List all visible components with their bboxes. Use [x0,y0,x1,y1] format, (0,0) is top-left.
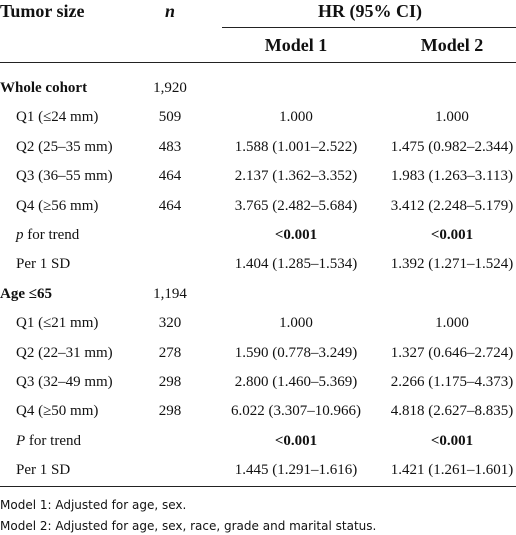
row-label: Q1 (≤21 mm) [16,315,99,332]
row-label: P for trend [16,431,81,451]
row-n: 320 [158,315,182,332]
model2-value: 1.000 [435,315,469,332]
row-label-part: for trend [27,227,80,243]
row-label: Q3 (32–49 mm) [16,374,113,390]
model2-value: 1.392 (1.271–1.524) [390,256,514,273]
header-model2: Model 2 [420,35,484,55]
section-title: Whole cohort [0,80,88,96]
model1-value: 1.445 (1.291–1.616) [234,462,358,479]
row-n: 298 [158,374,182,390]
row-label-part: P [16,432,26,449]
header-tumor-size: Tumor size [0,1,85,21]
model1-value: 1.000 [279,109,313,126]
model1-value: 1.000 [279,315,313,332]
row-label: Q1 (≤24 mm) [16,109,99,126]
model2-value: 1.983 (1.263–3.113) [391,168,513,185]
rule [222,27,516,28]
model2-value: 1.421 (1.261–1.601) [390,462,514,479]
model1-value: 2.137 (1.362–3.352) [234,168,358,185]
row-label: Per 1 SD [16,256,71,273]
model1-value: <0.001 [274,432,318,449]
model2-value: 4.818 (2.627–8.835) [390,403,514,420]
model2-value: <0.001 [430,432,474,449]
row-label: p for trend [16,225,79,245]
header-hr: HR (95% CI) [318,1,422,21]
row-label: Q3 (36–55 mm) [16,168,113,185]
section-title: Age ≤65 [0,285,52,302]
footnote: Model 1: Adjusted for age, sex. [0,498,187,512]
rule [0,62,516,63]
row-label-part: p [16,227,24,243]
model1-value: 1.404 (1.285–1.534) [234,256,358,273]
model2-value: 1.475 (0.982–2.344) [390,138,514,155]
row-n: 464 [158,197,182,214]
model2-value: 1.327 (0.646–2.724) [390,344,514,361]
model1-value: 3.765 (2.482–5.684) [234,197,358,214]
header-n: n [164,1,176,21]
row-label: Q4 (≥56 mm) [16,197,99,214]
model1-value: 1.588 (1.001–2.522) [234,138,358,155]
model2-value: 2.266 (1.175–4.373) [390,374,514,390]
row-n: 298 [158,403,182,420]
footnote: Model 2: Adjusted for age, sex, race, gr… [0,519,377,533]
model1-value: 2.800 (1.460–5.369) [234,374,358,390]
rule [0,486,516,487]
model2-value: 1.000 [435,109,469,126]
section-n: 1,920 [153,80,187,96]
section-n: 1,194 [153,285,187,302]
model2-value: <0.001 [430,227,474,243]
model1-value: 1.590 (0.778–3.249) [234,344,358,361]
row-n: 509 [158,109,182,126]
row-label-part: for trend [28,432,81,449]
row-label: Q2 (22–31 mm) [16,344,113,361]
row-label: Q4 (≥50 mm) [16,403,99,420]
row-n: 464 [158,168,182,185]
model1-value: <0.001 [274,227,318,243]
row-label: Per 1 SD [16,462,71,479]
header-model1: Model 1 [264,35,328,55]
row-label: Q2 (25–35 mm) [16,138,113,155]
row-n: 278 [158,344,182,361]
model1-value: 6.022 (3.307–10.966) [231,403,361,420]
row-n: 483 [158,138,182,155]
model2-value: 3.412 (2.248–5.179) [390,197,514,214]
